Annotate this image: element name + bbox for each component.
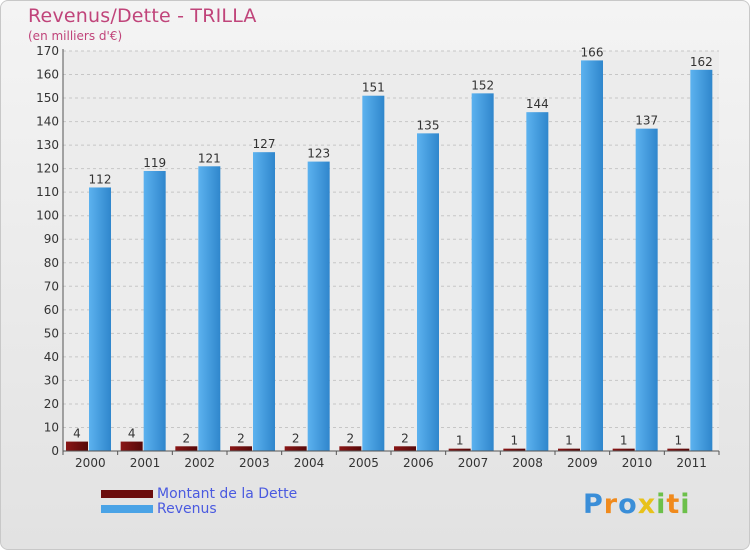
bar-debt: [230, 446, 252, 451]
data-label-debt: 1: [565, 434, 573, 448]
x-tick-label: 2002: [184, 456, 215, 470]
x-tick-label: 2010: [622, 456, 653, 470]
bar-revenus: [635, 128, 658, 451]
logo-letter: t: [666, 489, 681, 520]
legend-label-revenus: Revenus: [157, 501, 217, 517]
data-label-debt: 2: [292, 431, 300, 445]
bar-revenus: [89, 187, 111, 451]
data-label-debt: 2: [237, 431, 245, 445]
legend-swatch-debt: [101, 490, 153, 498]
bar-revenus: [471, 93, 494, 452]
y-tick-label: 160: [36, 68, 59, 82]
logo-letter: x: [637, 489, 657, 520]
y-tick-label: 140: [36, 115, 59, 129]
bar-revenus: [581, 60, 603, 451]
bar-debt: [448, 448, 471, 451]
x-tick-label: 2009: [567, 456, 598, 470]
x-tick-label: 2006: [403, 456, 434, 470]
data-label-revenus: 123: [307, 147, 330, 161]
bar-revenus: [253, 152, 275, 452]
y-tick-label: 80: [44, 256, 59, 270]
bar-debt: [667, 448, 690, 451]
y-tick-label: 120: [36, 162, 59, 176]
data-label-revenus: 135: [417, 118, 440, 132]
chart-title: Revenus/Dette - TRILLA: [28, 5, 257, 27]
bar-debt: [120, 441, 143, 451]
data-label-debt: 1: [456, 434, 464, 448]
bar-revenus: [198, 166, 221, 451]
x-tick-label: 2007: [458, 456, 489, 470]
y-tick-label: 130: [36, 138, 59, 152]
chart-subtitle: (en milliers d'€): [28, 29, 123, 43]
x-tick-label: 2004: [294, 456, 325, 470]
y-tick-label: 50: [44, 326, 59, 340]
logo-letter: P: [583, 489, 604, 520]
bar-revenus: [690, 69, 713, 451]
logo-letter: o: [618, 489, 638, 520]
y-tick-label: 170: [36, 44, 59, 58]
x-tick-label: 2008: [512, 456, 543, 470]
logo-letter: i: [680, 489, 691, 520]
y-tick-label: 110: [36, 185, 59, 199]
x-tick-label: 2000: [75, 456, 106, 470]
y-tick-label: 10: [44, 420, 59, 434]
y-tick-label: 60: [44, 303, 59, 317]
bar-debt: [503, 448, 526, 451]
bar-debt: [284, 446, 307, 451]
data-label-revenus: 151: [362, 81, 385, 95]
bar-debt: [66, 441, 88, 451]
legend-swatch-revenus: [101, 505, 153, 513]
data-label-debt: 2: [401, 431, 409, 445]
y-tick-label: 150: [36, 91, 59, 105]
bar-revenus: [417, 133, 439, 451]
data-label-revenus: 152: [471, 78, 494, 92]
y-tick-label: 30: [44, 373, 59, 387]
proxiti-logo: Proxiti: [583, 489, 691, 520]
data-label-revenus: 162: [690, 55, 713, 69]
data-label-debt: 2: [183, 431, 191, 445]
bar-revenus: [307, 161, 330, 451]
logo-letter: r: [603, 489, 619, 520]
y-tick-label: 70: [44, 279, 59, 293]
legend-label-debt: Montant de la Dette: [157, 486, 298, 502]
bar-debt: [339, 446, 362, 451]
data-label-debt: 4: [128, 427, 136, 441]
data-label-revenus: 127: [253, 137, 276, 151]
bar-revenus: [526, 112, 549, 452]
data-label-revenus: 112: [89, 172, 112, 186]
y-tick-label: 40: [44, 350, 59, 364]
data-label-revenus: 166: [581, 45, 604, 59]
x-tick-label: 2003: [239, 456, 270, 470]
data-label-debt: 1: [675, 434, 683, 448]
x-tick-label: 2005: [348, 456, 379, 470]
data-label-debt: 1: [511, 434, 519, 448]
bar-debt: [612, 448, 635, 451]
bar-revenus: [143, 171, 166, 451]
data-label-revenus: 137: [635, 114, 658, 128]
bar-debt: [394, 446, 416, 451]
x-tick-label: 2011: [676, 456, 707, 470]
y-tick-label: 0: [51, 444, 59, 458]
data-label-debt: 1: [620, 434, 628, 448]
y-tick-label: 90: [44, 232, 59, 246]
data-label-debt: 4: [73, 427, 81, 441]
bar-revenus: [362, 95, 385, 452]
data-label-revenus: 144: [526, 97, 549, 111]
plot-area: [63, 51, 719, 451]
legend-item-revenus: Revenus: [101, 501, 217, 517]
bar-debt: [175, 446, 198, 451]
bar-debt: [558, 448, 580, 451]
data-label-revenus: 119: [143, 156, 166, 170]
x-tick-label: 2001: [130, 456, 161, 470]
y-tick-label: 100: [36, 209, 59, 223]
data-label-revenus: 121: [198, 151, 221, 165]
logo-letter: i: [656, 489, 667, 520]
data-label-debt: 2: [347, 431, 355, 445]
legend-item-debt: Montant de la Dette: [101, 486, 297, 502]
y-tick-label: 20: [44, 397, 59, 411]
